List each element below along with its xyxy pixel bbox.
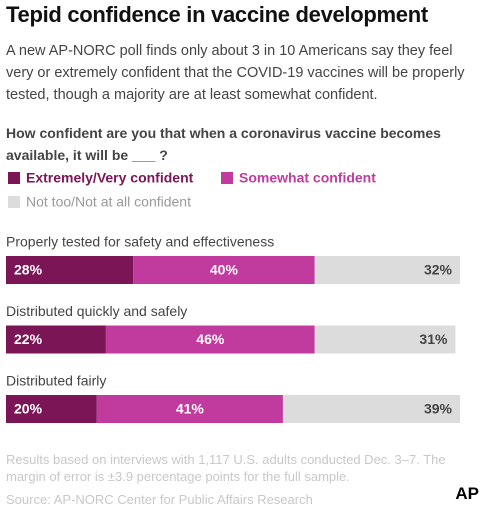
question: How confident are you that when a corona… xyxy=(6,125,441,163)
value-label: 41% xyxy=(176,401,205,417)
value-label: 28% xyxy=(14,262,43,278)
subtitle: A new AP-NORC poll finds only about 3 in… xyxy=(6,43,465,103)
bar-segment xyxy=(314,256,460,284)
bar-segment xyxy=(6,256,134,284)
notes: Results based on interviews with 1,117 U… xyxy=(6,452,446,484)
legend-swatch xyxy=(221,172,233,184)
value-label: 32% xyxy=(424,262,453,278)
category-label: Distributed fairly xyxy=(6,373,106,389)
legend-label: Somewhat confident xyxy=(239,170,376,186)
source: Source: AP-NORC Center for Public Affair… xyxy=(6,492,313,507)
value-label: 46% xyxy=(196,331,225,347)
title: Tepid confidence in vaccine development xyxy=(6,2,428,27)
value-label: 20% xyxy=(14,401,43,417)
category-label: Properly tested for safety and effective… xyxy=(6,234,274,250)
legend-swatch xyxy=(8,172,20,184)
bar-segment xyxy=(6,395,97,423)
value-label: 40% xyxy=(210,262,239,278)
value-label: 22% xyxy=(14,331,43,347)
value-label: 39% xyxy=(424,401,453,417)
logo: AP xyxy=(455,484,479,503)
bar-segment xyxy=(105,325,315,354)
bar-segment xyxy=(282,395,460,423)
bar-segment xyxy=(6,325,106,354)
legend-label: Not too/Not at all confident xyxy=(26,194,191,210)
legend-label: Extremely/Very confident xyxy=(26,170,194,186)
bar-segment xyxy=(133,256,315,284)
value-label: 31% xyxy=(419,331,448,347)
legend-swatch xyxy=(8,196,20,208)
bar-segment xyxy=(314,325,456,354)
category-label: Distributed quickly and safely xyxy=(6,303,187,319)
bar-segment xyxy=(96,395,283,423)
